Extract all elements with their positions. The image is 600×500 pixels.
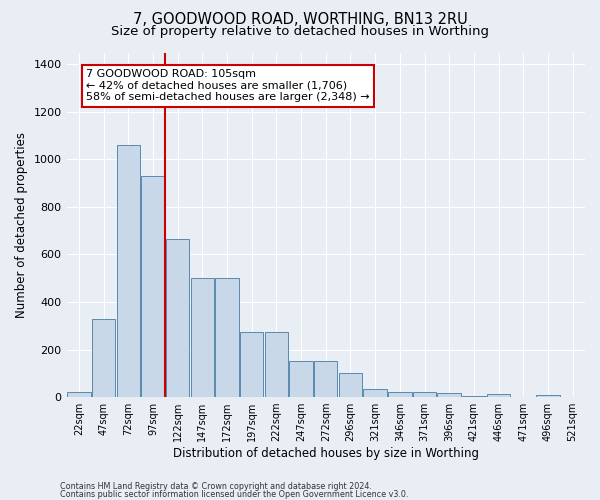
Bar [215,278,239,397]
Text: 7, GOODWOOD ROAD, WORTHING, BN13 2RU: 7, GOODWOOD ROAD, WORTHING, BN13 2RU [133,12,467,28]
Bar [289,362,313,397]
Text: Contains public sector information licensed under the Open Government Licence v3: Contains public sector information licen… [60,490,409,499]
Bar [388,392,412,397]
Bar [116,145,140,397]
Bar [413,392,436,397]
Bar [265,332,288,397]
Text: 7 GOODWOOD ROAD: 105sqm
← 42% of detached houses are smaller (1,706)
58% of semi: 7 GOODWOOD ROAD: 105sqm ← 42% of detache… [86,69,370,102]
Bar [339,374,362,397]
Bar [462,396,485,397]
X-axis label: Distribution of detached houses by size in Worthing: Distribution of detached houses by size … [173,447,479,460]
Bar [141,176,164,397]
Text: Size of property relative to detached houses in Worthing: Size of property relative to detached ho… [111,25,489,38]
Text: Contains HM Land Registry data © Crown copyright and database right 2024.: Contains HM Land Registry data © Crown c… [60,482,372,491]
Bar [437,393,461,397]
Bar [487,394,511,397]
Bar [240,332,263,397]
Bar [191,278,214,397]
Bar [92,318,115,397]
Bar [166,239,190,397]
Bar [67,392,91,397]
Bar [364,390,387,397]
Y-axis label: Number of detached properties: Number of detached properties [15,132,28,318]
Bar [536,394,560,397]
Bar [314,362,337,397]
